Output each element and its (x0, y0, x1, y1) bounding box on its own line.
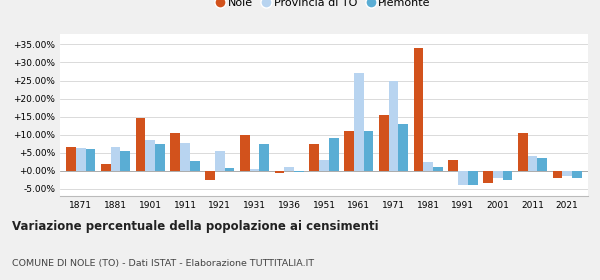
Bar (448, 160, 458, 171)
Bar (121, 151, 130, 171)
Bar (170, 133, 180, 171)
Bar (205, 171, 215, 180)
Bar (215, 151, 224, 171)
Bar (389, 81, 398, 171)
Bar (344, 131, 354, 171)
Bar (354, 73, 364, 171)
Bar (145, 140, 155, 171)
Bar (527, 156, 537, 171)
Bar (155, 144, 165, 171)
Text: Variazione percentuale della popolazione ai censimenti: Variazione percentuale della popolazione… (12, 220, 379, 233)
Legend: Nole, Provincia di TO, Piemonte: Nole, Provincia di TO, Piemonte (213, 0, 435, 13)
Bar (433, 167, 443, 171)
Bar (76, 148, 86, 171)
Bar (424, 162, 433, 171)
Bar (364, 131, 373, 171)
Bar (310, 144, 319, 171)
Bar (518, 133, 527, 171)
Bar (284, 167, 294, 171)
Bar (240, 135, 250, 171)
Text: COMUNE DI NOLE (TO) - Dati ISTAT - Elaborazione TUTTITALIA.IT: COMUNE DI NOLE (TO) - Dati ISTAT - Elabo… (12, 259, 314, 268)
Bar (101, 164, 111, 171)
Bar (572, 171, 582, 178)
Bar (294, 171, 304, 172)
Bar (86, 149, 95, 171)
Bar (413, 48, 424, 171)
Bar (537, 158, 547, 171)
Bar (136, 118, 145, 171)
Bar (66, 146, 76, 171)
Bar (553, 171, 562, 178)
Bar (224, 168, 235, 171)
Bar (259, 144, 269, 171)
Bar (398, 124, 408, 171)
Bar (329, 138, 338, 171)
Bar (458, 171, 468, 185)
Bar (503, 171, 512, 180)
Bar (319, 160, 329, 171)
Bar (111, 147, 121, 171)
Bar (379, 115, 389, 171)
Bar (180, 143, 190, 171)
Bar (483, 171, 493, 183)
Bar (562, 171, 572, 176)
Bar (250, 169, 259, 171)
Bar (190, 161, 200, 171)
Bar (493, 171, 503, 178)
Bar (468, 171, 478, 185)
Bar (275, 171, 284, 172)
